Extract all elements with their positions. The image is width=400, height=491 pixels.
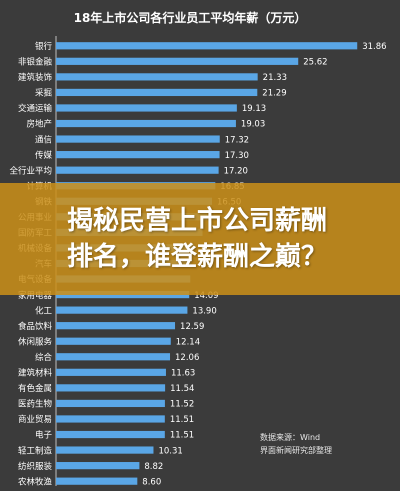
category-labels: 银行非银金融建筑装饰采掘交通运输房地产通信传媒全行业平均计算机钢铁公用事业国防军… bbox=[9, 41, 52, 487]
bar bbox=[56, 88, 258, 97]
value-label: 14.09 bbox=[194, 291, 218, 301]
value-label: 10.31 bbox=[158, 446, 182, 456]
category-label: 商业贸易 bbox=[18, 414, 52, 425]
headline-banner: 揭秘民营上市公司薪酬 排名，谁登薪酬之巅？ bbox=[0, 183, 400, 295]
value-label: 12.59 bbox=[180, 322, 204, 332]
bar bbox=[56, 166, 219, 174]
bar bbox=[56, 135, 220, 143]
source-line-2: 界面新闻研究部整理 bbox=[260, 446, 332, 455]
value-label: 19.03 bbox=[241, 120, 265, 130]
value-label: 13.90 bbox=[192, 306, 216, 316]
value-labels: 31.86 25.62 21.33 21.29 19.13 19.03 17.32 17.30… bbox=[142, 42, 386, 487]
value-label: 11.54 bbox=[170, 384, 194, 394]
bar bbox=[56, 57, 299, 65]
bar bbox=[56, 415, 165, 423]
bar bbox=[56, 306, 188, 314]
category-label: 传媒 bbox=[35, 150, 53, 161]
category-label: 全行业平均 bbox=[9, 165, 52, 176]
category-label: 电子 bbox=[35, 430, 53, 441]
value-label: 12.06 bbox=[175, 353, 199, 363]
data-source-note: 数据来源：Wind 界面新闻研究部整理 bbox=[260, 431, 332, 457]
category-label: 综合 bbox=[35, 352, 53, 363]
bar bbox=[56, 151, 220, 159]
value-label: 17.20 bbox=[224, 166, 248, 176]
category-label: 农林牧渔 bbox=[18, 476, 53, 487]
bar bbox=[56, 353, 171, 361]
bar bbox=[56, 462, 140, 470]
value-label: 17.30 bbox=[225, 151, 249, 161]
value-label: 11.51 bbox=[170, 415, 194, 425]
value-label: 17.32 bbox=[225, 135, 249, 145]
bar bbox=[56, 477, 138, 485]
value-label: 8.60 bbox=[142, 477, 161, 487]
category-label: 采掘 bbox=[35, 88, 52, 99]
bar bbox=[56, 384, 166, 392]
bar bbox=[56, 42, 358, 50]
category-label: 建筑装饰 bbox=[18, 72, 53, 83]
category-label: 医药生物 bbox=[18, 399, 53, 410]
category-label: 银行 bbox=[35, 41, 53, 52]
chart-title: 18年上市公司各行业员工平均年薪（万元） bbox=[74, 10, 307, 25]
bar bbox=[56, 430, 165, 439]
bar bbox=[56, 322, 176, 330]
bar bbox=[56, 337, 171, 345]
value-label: 12.14 bbox=[176, 337, 200, 347]
bar bbox=[56, 446, 154, 454]
value-label: 21.29 bbox=[262, 89, 286, 99]
value-label: 8.82 bbox=[144, 462, 163, 472]
value-label: 11.51 bbox=[170, 431, 194, 441]
category-label: 食品饮料 bbox=[18, 321, 53, 332]
value-label: 19.13 bbox=[242, 104, 266, 114]
category-label: 建筑材料 bbox=[18, 368, 53, 379]
headline-line-2: 排名，谁登薪酬之巅？ bbox=[67, 242, 328, 272]
bar bbox=[56, 399, 165, 408]
value-label: 21.33 bbox=[263, 73, 287, 83]
source-line-1: 数据来源：Wind bbox=[260, 433, 321, 442]
bar bbox=[56, 104, 237, 112]
value-label: 25.62 bbox=[303, 58, 327, 68]
value-label: 31.86 bbox=[362, 42, 386, 52]
value-label: 11.52 bbox=[170, 400, 194, 410]
bar bbox=[56, 73, 258, 81]
category-label: 化工 bbox=[35, 305, 53, 316]
category-label: 纺织服装 bbox=[18, 461, 53, 472]
value-label: 11.63 bbox=[171, 369, 195, 379]
category-label: 通信 bbox=[35, 134, 53, 145]
bar bbox=[56, 119, 236, 128]
headline-line-1: 揭秘民营上市公司薪酬 bbox=[67, 206, 328, 236]
headline: 揭秘民营上市公司薪酬 排名，谁登薪酬之巅？ bbox=[67, 203, 327, 275]
category-label: 休闲服务 bbox=[18, 336, 53, 347]
category-label: 非银金融 bbox=[18, 57, 53, 68]
bar bbox=[56, 368, 166, 376]
category-label: 家用电器 bbox=[18, 290, 53, 301]
category-label: 交通运输 bbox=[18, 103, 53, 114]
category-label: 房地产 bbox=[26, 119, 52, 130]
category-label: 有色金属 bbox=[18, 383, 52, 394]
category-label: 轻工制造 bbox=[18, 445, 53, 456]
